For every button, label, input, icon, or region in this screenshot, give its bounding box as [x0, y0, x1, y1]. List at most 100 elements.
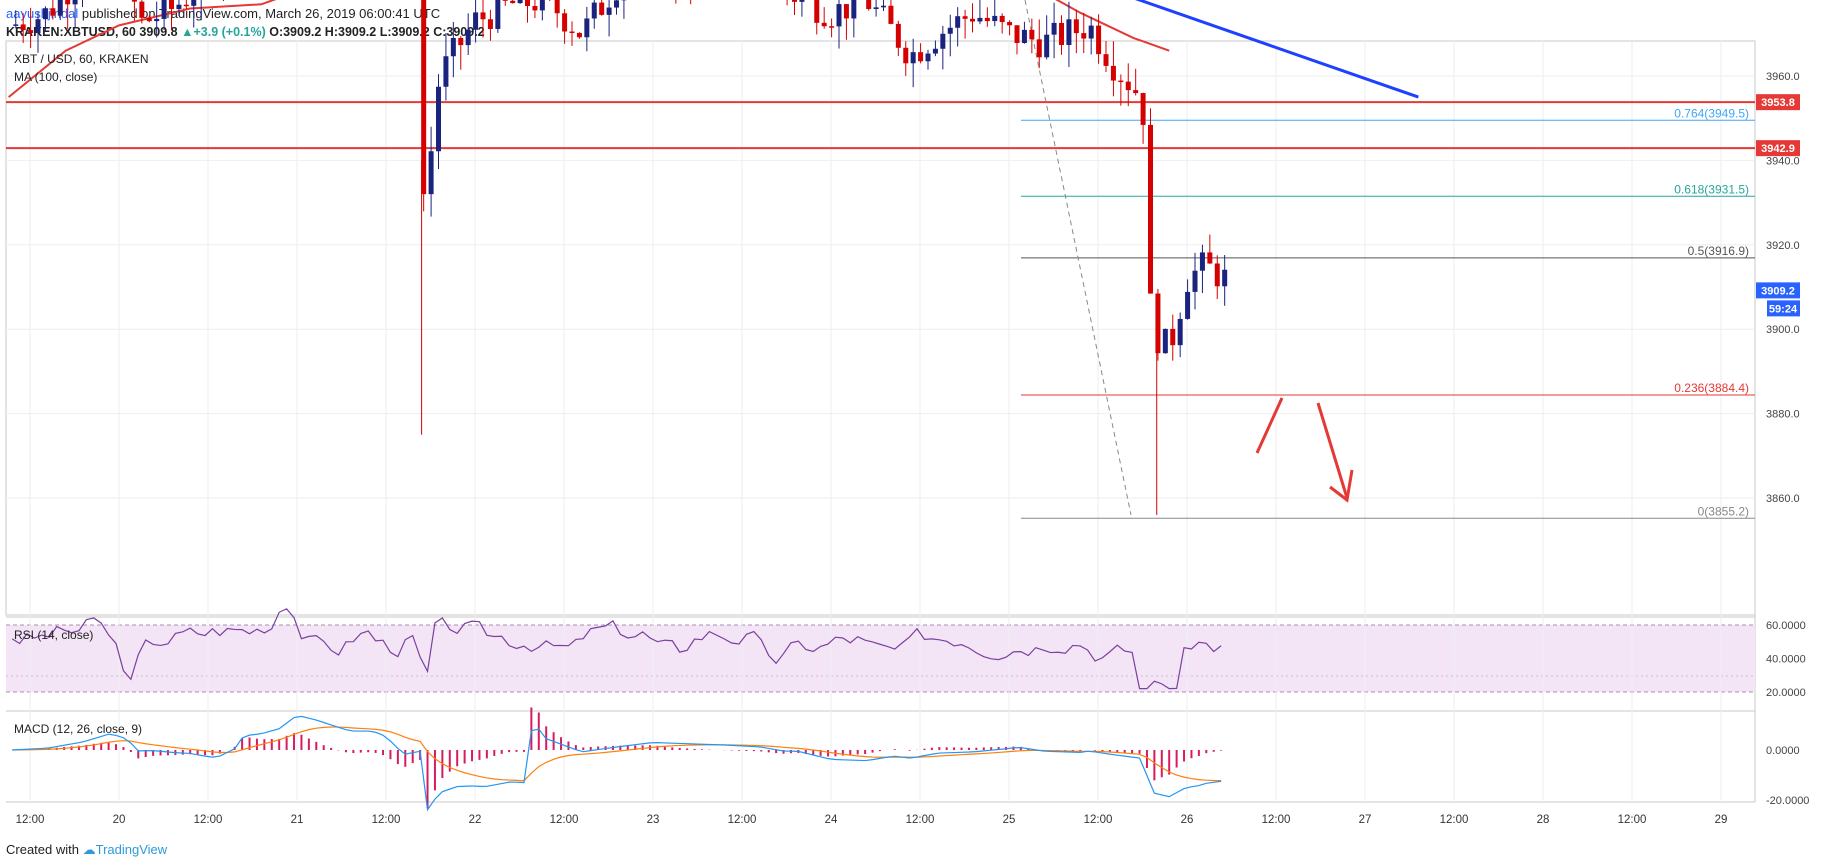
candle-body [532, 6, 538, 11]
candle-body [131, 0, 137, 2]
candle-body [1199, 252, 1205, 271]
ma-label: MA (100, close) [14, 70, 97, 84]
price-tick-label: 3860.0 [1766, 493, 1800, 505]
candle-body [1029, 29, 1035, 40]
candles [13, 0, 1228, 515]
candle-body [925, 53, 931, 62]
candle-body [1170, 328, 1176, 346]
candle-body [992, 15, 998, 22]
candle-body [1096, 25, 1102, 55]
candle-body [495, 0, 501, 29]
candle-body [984, 17, 990, 22]
candle-body [1051, 22, 1057, 35]
candle-body [562, 13, 568, 32]
candle-body [554, 0, 560, 14]
candle-body [569, 31, 575, 33]
time-tick-label: 28 [1537, 814, 1550, 826]
candle-body [1110, 65, 1116, 81]
candle-body [1014, 25, 1020, 43]
candle-body [1214, 263, 1220, 287]
levels [6, 101, 1755, 150]
candle-body [20, 24, 26, 31]
time-tick-label: 12:00 [16, 814, 45, 826]
price-badge-label: 3909.2 [1761, 285, 1795, 297]
rsi-tick-label: 60.0000 [1766, 620, 1806, 632]
ohlc-values: O:3909.2 H:3909.2 L:3909.2 C:3909.2 [269, 25, 485, 39]
candle-body [458, 37, 464, 46]
candle-body [1162, 328, 1168, 354]
macd-line [12, 715, 1222, 812]
moving-average [8, 0, 1170, 98]
candle-body [799, 0, 805, 2]
time-tick-label: 22 [469, 814, 482, 826]
time-tick-label: 12:00 [728, 814, 757, 826]
countdown-badge [1767, 300, 1800, 317]
candle-body [502, 0, 508, 1]
fib-level-label: 0.236(3884.4) [1674, 381, 1749, 395]
price-tick-label: 3920.0 [1766, 240, 1800, 252]
candle-body [888, 5, 894, 24]
candle-body [947, 27, 953, 34]
candle-body [169, 0, 175, 10]
candle-body [814, 0, 820, 23]
candle-body [576, 32, 582, 38]
candle-body [1066, 19, 1072, 45]
price-badge [1756, 140, 1800, 157]
macd-tick-label: 0.0000 [1766, 745, 1800, 757]
candle-body [1207, 252, 1213, 264]
candle-body [1155, 293, 1161, 354]
time-tick-label: 12:00 [1618, 814, 1647, 826]
candle-body [881, 5, 887, 8]
candle-body [154, 18, 160, 22]
candle-body [421, 0, 427, 195]
candle-body [42, 8, 48, 20]
candle-body [1103, 54, 1109, 66]
time-tick-label: 12:00 [194, 814, 223, 826]
tradingview-logo-icon: ☁ [82, 842, 96, 857]
candle-body [1185, 291, 1191, 319]
candle-body [584, 18, 590, 38]
candle-body [473, 12, 479, 30]
grid [6, 41, 1755, 802]
macd-signal-line [12, 726, 1222, 782]
bearish-trendline [1134, 0, 1419, 99]
time-tick-label: 12:00 [1440, 814, 1469, 826]
up-arrow-icon: ▲ [181, 25, 194, 39]
tradingview-link[interactable]: TradingView [95, 842, 168, 857]
candle-body [591, 2, 597, 19]
fib-anchor-line [1024, 0, 1132, 515]
macd-label: MACD (12, 26, close, 9) [14, 722, 142, 736]
fib-level-label: 0.764(3949.5) [1674, 106, 1749, 120]
candle-body [1133, 90, 1139, 94]
last-price: 3909.8 [139, 25, 178, 39]
candle-body [1148, 124, 1154, 294]
time-tick-label: 27 [1359, 814, 1372, 826]
candle-body [191, 0, 197, 6]
candle-body [843, 4, 849, 19]
time-tick-label: 26 [1181, 814, 1194, 826]
candle-body [606, 7, 612, 15]
price-tick-label: 3960.0 [1766, 71, 1800, 83]
rsi-tick-label: 40.0000 [1766, 654, 1806, 666]
price-badge-label: 3953.8 [1761, 97, 1795, 109]
candle-body [1192, 270, 1198, 292]
time-tick-label: 23 [647, 814, 660, 826]
candle-body [918, 52, 924, 62]
candle-body [962, 16, 968, 19]
down-arrow-head [1329, 469, 1354, 503]
time-tick-label: 20 [113, 814, 126, 826]
price-tick-label: 3880.0 [1766, 409, 1800, 421]
rsi-band [6, 625, 1755, 692]
trendline[interactable] [279, 0, 1419, 99]
candle-body [955, 16, 961, 28]
candle-body [599, 2, 605, 15]
candle-body [72, 0, 78, 5]
candle-body [895, 23, 901, 48]
footer: Created with ☁TradingView [6, 842, 167, 858]
candle-body [1081, 33, 1087, 39]
candle-body [1222, 269, 1228, 287]
candle-body [57, 0, 63, 16]
candle-body [436, 86, 442, 152]
candle-body [903, 47, 909, 64]
